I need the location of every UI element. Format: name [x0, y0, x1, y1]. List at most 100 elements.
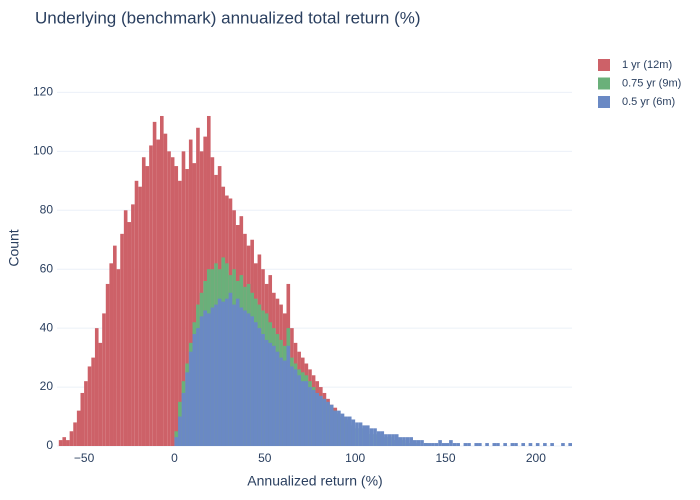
bar [94, 328, 99, 446]
bar [116, 269, 121, 446]
bar [369, 428, 374, 446]
bar [329, 404, 334, 446]
bar [246, 313, 251, 446]
y-tick-label: 40 [40, 320, 54, 334]
bar [98, 342, 103, 446]
bar [203, 310, 207, 446]
y-tick-label: 120 [33, 85, 53, 99]
bar [434, 443, 439, 446]
bar [384, 434, 388, 446]
bar [178, 416, 182, 446]
y-tick-label: 100 [33, 144, 53, 158]
bar [178, 180, 182, 446]
legend-label: 0.5 yr (6m) [622, 96, 675, 108]
bar [145, 166, 150, 446]
bar [152, 121, 157, 446]
bar [188, 139, 193, 446]
bar [366, 425, 370, 446]
bar [232, 304, 236, 446]
bar [333, 410, 338, 446]
bar [264, 339, 269, 446]
bar [347, 416, 352, 446]
bar [561, 443, 565, 446]
bar [167, 151, 171, 446]
bar [452, 443, 457, 446]
bar [394, 434, 399, 446]
bar [297, 375, 301, 446]
bar [380, 431, 385, 446]
bar [308, 387, 312, 446]
bar [496, 443, 500, 446]
bar [141, 157, 146, 446]
bar [362, 425, 366, 446]
bar [514, 443, 518, 446]
bar [474, 443, 479, 446]
bar [423, 443, 428, 446]
bar [326, 401, 330, 446]
bar [160, 115, 164, 446]
bar [228, 292, 233, 446]
bar [391, 434, 395, 446]
bar [109, 263, 114, 446]
plot-area [58, 115, 572, 446]
bar [568, 443, 572, 446]
x-axis-title: Annualized return (%) [247, 473, 382, 489]
bar [290, 366, 294, 446]
bar [73, 422, 77, 446]
bar [319, 395, 323, 446]
bar [102, 313, 106, 446]
x-tick-label: −50 [74, 451, 95, 465]
x-tick-label: 200 [526, 451, 546, 465]
bar [416, 440, 421, 446]
x-tick-label: 100 [345, 451, 365, 465]
bar [398, 437, 403, 446]
bar [181, 392, 186, 446]
bar [113, 245, 117, 446]
bar [87, 366, 92, 446]
bar [76, 410, 81, 446]
bar [420, 440, 424, 446]
bar [105, 283, 110, 446]
legend-label: 0.75 yr (9m) [622, 77, 681, 89]
bar [185, 169, 189, 446]
x-tick-label: 150 [435, 451, 455, 465]
bar [196, 127, 200, 446]
bar [210, 307, 215, 446]
bar [261, 334, 265, 446]
bar [134, 180, 139, 446]
bar [221, 301, 226, 446]
bar [217, 298, 222, 446]
y-tick-label: 20 [40, 379, 54, 393]
bar [282, 360, 287, 446]
bar [286, 345, 291, 446]
bar [550, 443, 554, 446]
bar [84, 381, 88, 446]
legend-swatch [598, 96, 610, 108]
y-axis-title: Count [6, 229, 22, 266]
bar [156, 139, 160, 446]
bar [66, 440, 70, 446]
y-tick-label: 60 [40, 261, 54, 275]
bar [528, 443, 533, 446]
bar [409, 437, 413, 446]
legend-swatch [598, 59, 610, 71]
bar [431, 443, 435, 446]
bar [304, 381, 309, 446]
bar [257, 328, 262, 446]
bar [535, 443, 540, 446]
bar [192, 163, 197, 446]
bar [510, 443, 515, 446]
bar [405, 437, 410, 446]
bar [478, 443, 482, 446]
bar [300, 381, 305, 446]
x-tick-label: 0 [171, 451, 178, 465]
bar [174, 437, 179, 446]
bar [467, 443, 471, 446]
bar [438, 440, 442, 446]
bar [181, 151, 186, 446]
y-tick-label: 80 [40, 202, 54, 216]
bar [355, 422, 359, 446]
bar [91, 357, 95, 446]
bar [58, 440, 63, 446]
bar [268, 342, 273, 446]
